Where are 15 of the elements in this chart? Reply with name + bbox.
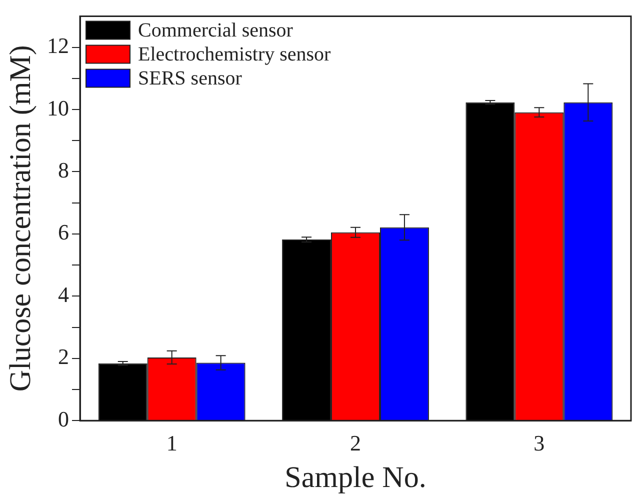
y-tick-label: 4: [58, 282, 69, 307]
x-tick-label: 2: [350, 430, 361, 456]
y-tick-label: 2: [58, 344, 69, 370]
x-tick-label: 3: [534, 430, 545, 456]
y-tick-label: 0: [58, 406, 69, 432]
y-tick-label: 10: [47, 95, 69, 120]
y-tick-label: 8: [58, 158, 69, 183]
legend-label: Electrochemistry sensor: [138, 43, 332, 66]
x-tick-label: 1: [166, 430, 178, 456]
legend-label: Commercial sensor: [138, 19, 294, 42]
y-axis-title: Glucose concentration (mM): [4, 45, 37, 392]
y-tick-label: 6: [58, 220, 69, 245]
y-tick-label: 12: [47, 33, 69, 58]
legend-label: SERS sensor: [138, 67, 242, 90]
x-axis-title: Sample No.: [284, 460, 426, 494]
